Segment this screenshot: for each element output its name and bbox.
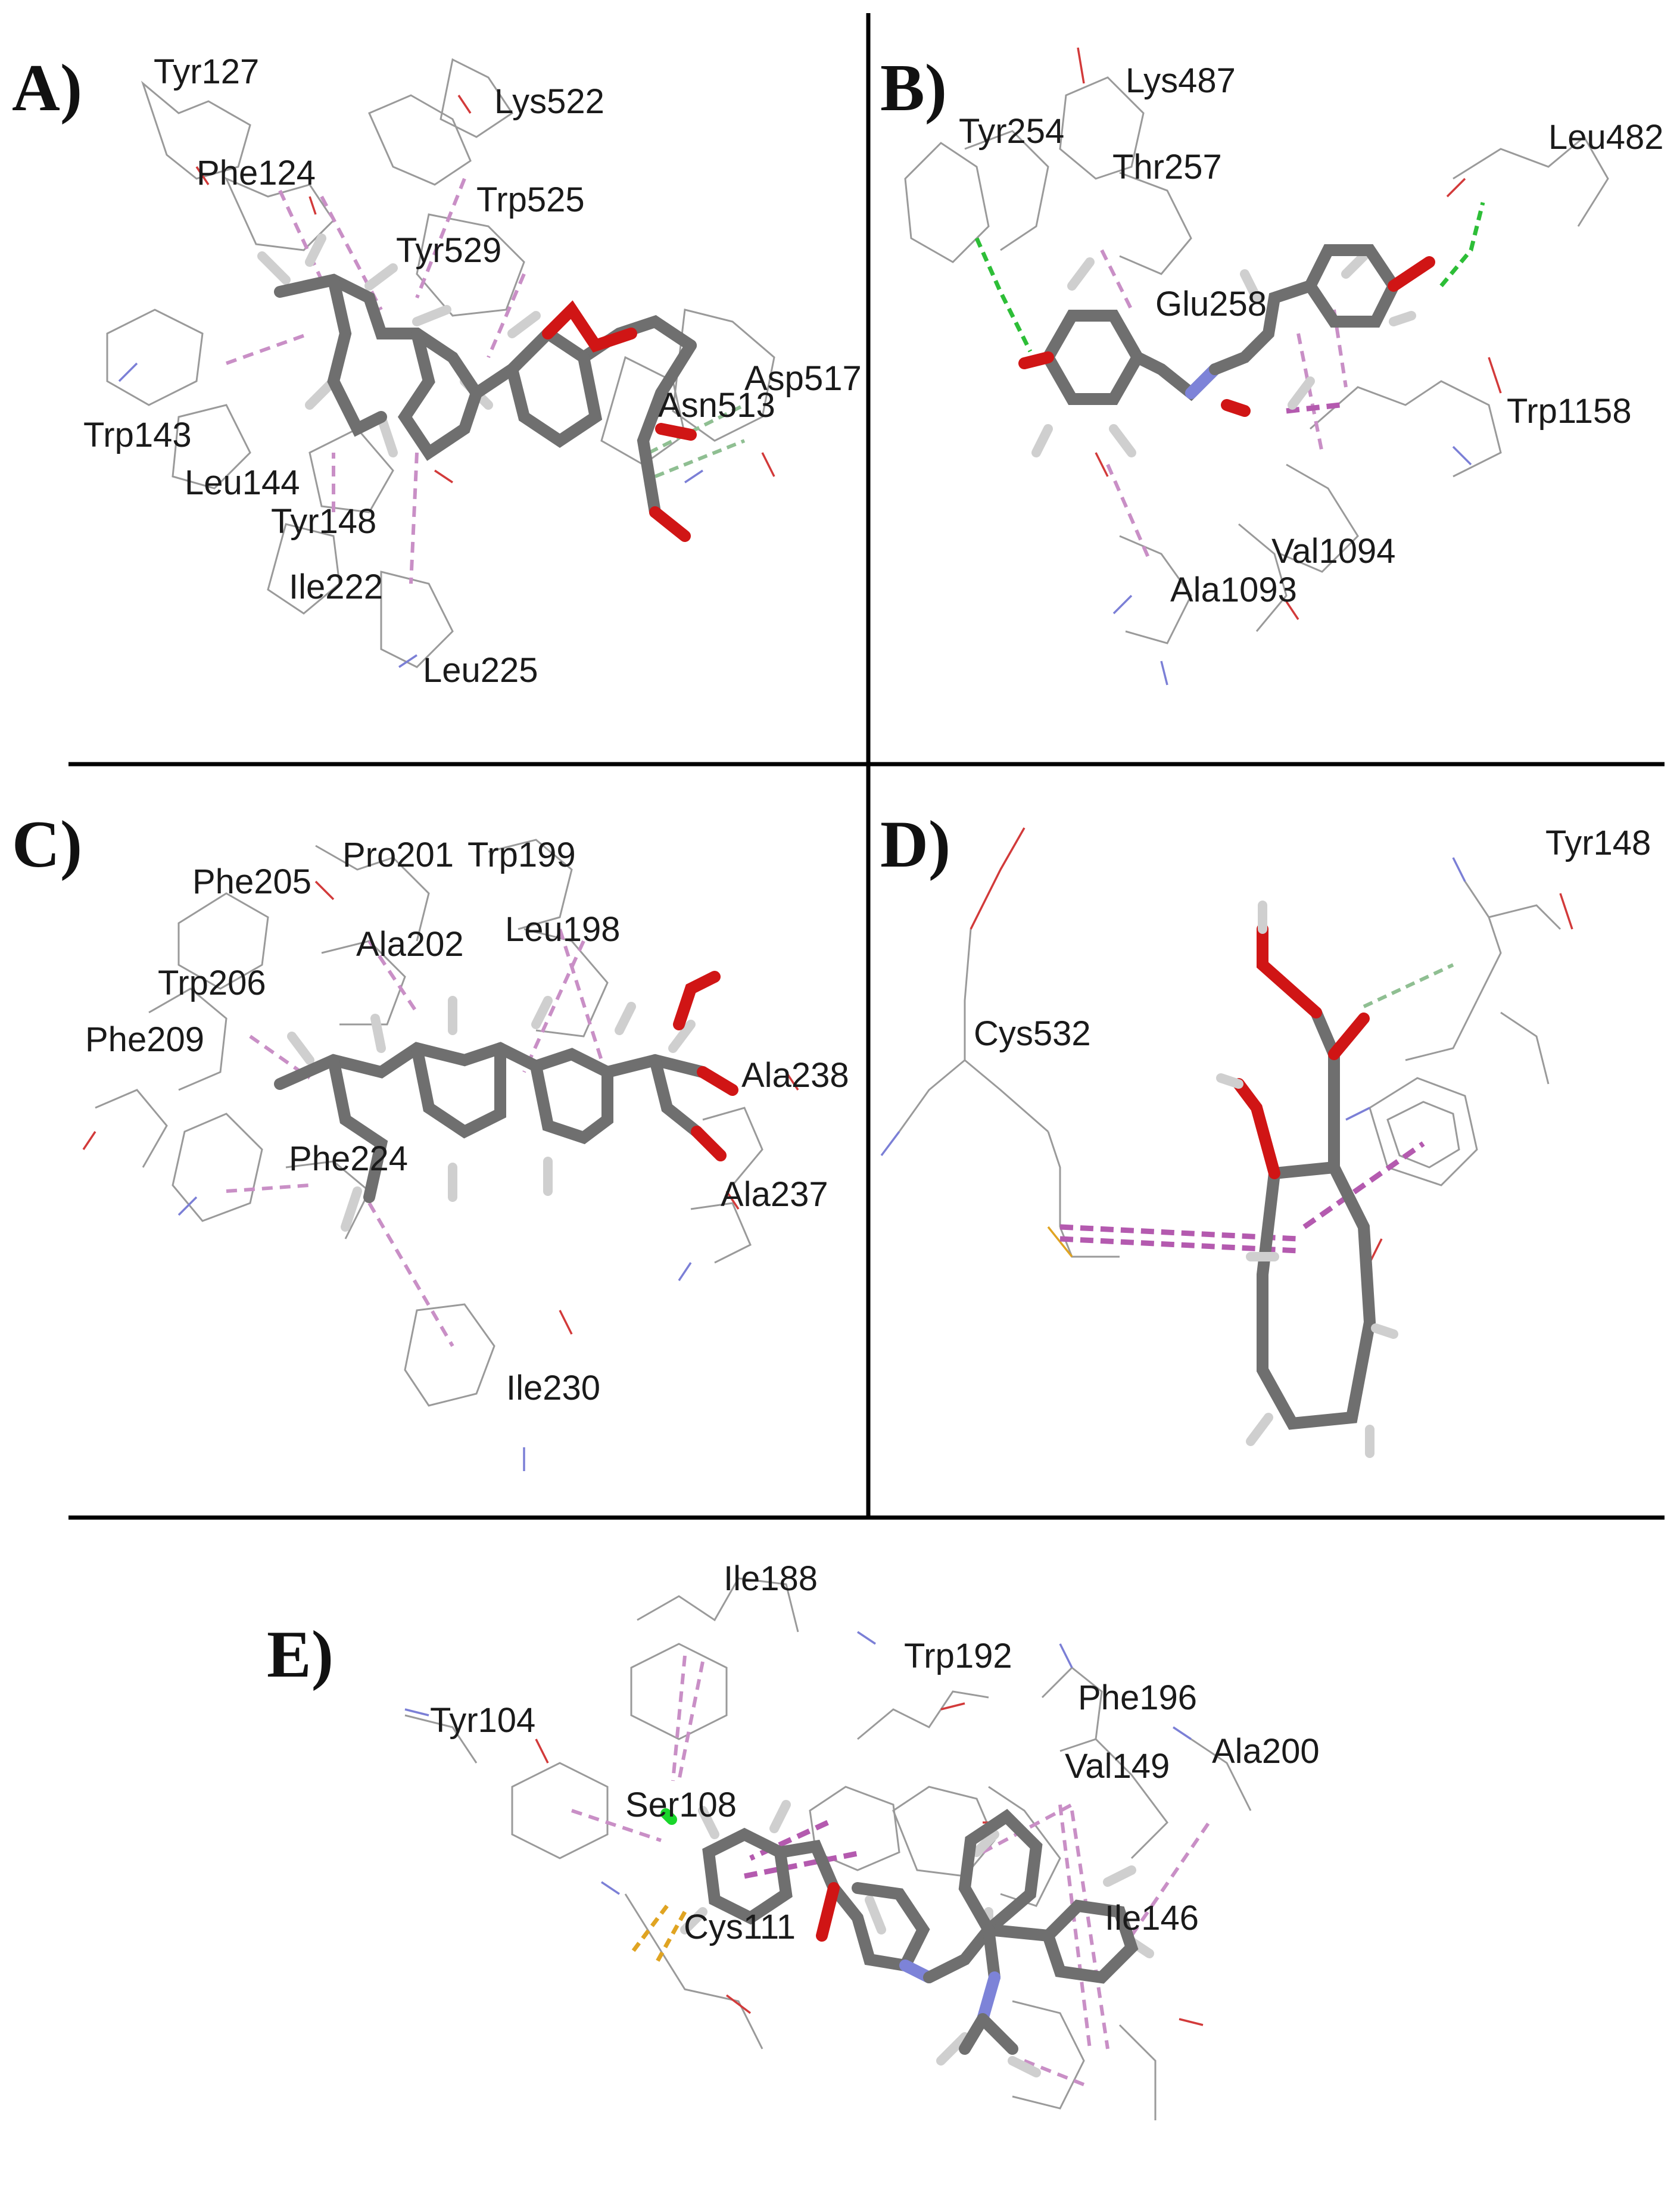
panel-e-interactions [571, 1655, 1211, 2086]
residue-label: Thr257 [1112, 148, 1222, 186]
residue-label: Tyr148 [1545, 824, 1651, 862]
panel-d: D) Tyr148 Cys532 [880, 808, 1651, 1458]
residue-label: Phe205 [192, 862, 311, 901]
panel-c-residue-wires [82, 839, 799, 1471]
residue-label: Asn513 [658, 386, 775, 425]
residue-label: Ala202 [356, 925, 464, 964]
residue-label: Ala237 [721, 1175, 828, 1214]
panel-dividers [68, 13, 1665, 1520]
residue-label: Ile230 [506, 1369, 600, 1407]
residue-label: Asp517 [744, 359, 862, 398]
residue-label: Trp525 [476, 180, 585, 219]
panel-a-ligand [257, 233, 697, 542]
panel-b-label: B) [880, 51, 947, 125]
residue-label: Trp143 [83, 416, 192, 454]
panel-a: A) Tyr127 Lys522 Phe124 Trp525 Tyr529 As… [12, 51, 862, 690]
residue-label: Phe224 [289, 1139, 408, 1178]
panel-c: C) Pro201 Trp199 Phe205 Leu198 Ala202 Tr… [12, 808, 849, 1471]
panel-c-interactions [226, 929, 603, 1347]
panel-a-interactions [225, 177, 746, 584]
residue-label: Ile188 [724, 1559, 818, 1598]
residue-label: Ile146 [1105, 1899, 1199, 1937]
residue-label: Tyr127 [154, 52, 259, 91]
residue-label: Trp192 [904, 1637, 1012, 1675]
residue-label: Pro201 [342, 836, 454, 874]
panel-d-label: D) [880, 808, 950, 881]
residue-label: Lys522 [494, 82, 604, 121]
residue-label: Leu198 [505, 910, 621, 949]
panel-b-ligand [1018, 244, 1435, 457]
residue-label: Leu482 [1548, 118, 1664, 157]
panel-d-residue-wires [880, 827, 1573, 1263]
panel-b-residue-wires [904, 47, 1609, 686]
panel-e-residue-wires [404, 1577, 1252, 2120]
panel-c-label: C) [12, 808, 82, 881]
panel-a-residue-wires [106, 58, 775, 668]
panel-d-interactions [1059, 963, 1454, 1254]
residue-label: Ser108 [625, 1786, 737, 1824]
residue-label: Lys487 [1126, 61, 1236, 100]
panel-b: B) Lys487 Tyr254 Leu482 Thr257 Glu258 Tr… [880, 47, 1664, 686]
panel-e: E) Ile188 Trp192 Tyr104 Phe196 Val149 Al… [267, 1559, 1320, 2120]
panel-e-label: E) [267, 1618, 333, 1691]
residue-label: Trp199 [467, 836, 576, 874]
residue-label: Cys111 [684, 1908, 796, 1946]
residue-label: Cys532 [974, 1014, 1091, 1053]
residue-label: Phe209 [85, 1020, 204, 1059]
panel-c-ligand [274, 971, 738, 1232]
residue-label: Glu258 [1155, 285, 1267, 323]
panel-d-ligand [1216, 901, 1398, 1458]
residue-label: Phe196 [1078, 1678, 1197, 1717]
residue-label: Ala238 [741, 1056, 849, 1095]
residue-label: Ala1093 [1170, 571, 1297, 609]
residue-label: Trp206 [158, 964, 266, 1002]
residue-label: Val1094 [1271, 532, 1396, 571]
residue-label: Tyr104 [430, 1701, 535, 1740]
residue-label: Phe124 [197, 154, 316, 192]
residue-label: Tyr254 [959, 112, 1064, 151]
residue-label: Val149 [1065, 1747, 1170, 1786]
residue-label: Tyr529 [396, 231, 501, 270]
residue-label: Leu225 [423, 651, 538, 690]
panel-a-label: A) [12, 51, 82, 125]
residue-label: Ile222 [289, 568, 383, 606]
residue-label: Leu144 [185, 463, 300, 502]
residue-label: Ala200 [1212, 1732, 1320, 1771]
panel-e-ligand [680, 1800, 1154, 2077]
residue-label: Tyr148 [271, 502, 376, 541]
residue-label: Trp1158 [1507, 392, 1632, 431]
panel-b-interactions [974, 202, 1485, 561]
